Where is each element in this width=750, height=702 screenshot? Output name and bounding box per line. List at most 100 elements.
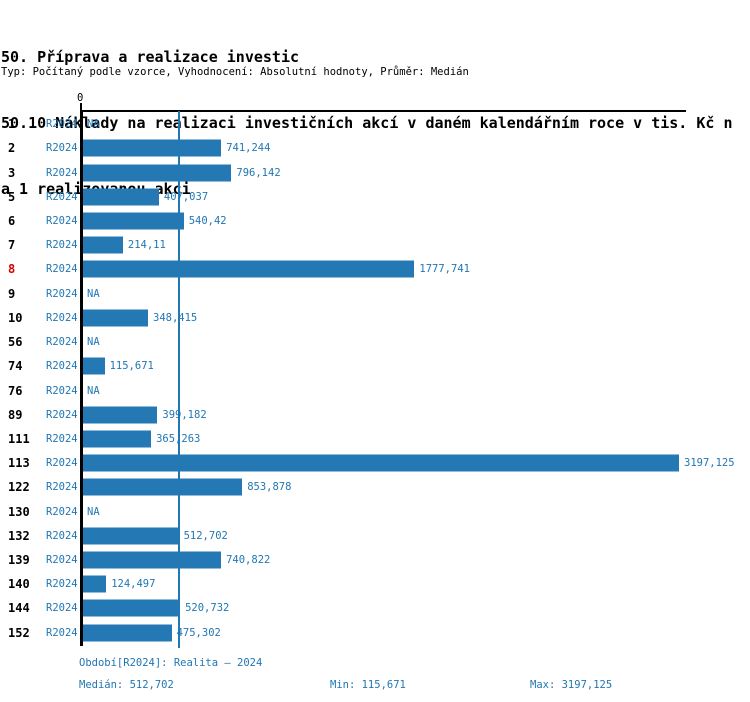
row-value-label: 475,302: [176, 626, 221, 639]
footer-period-label: Období[R2024]: Realita – 2024: [79, 657, 263, 669]
row-id-label: 140: [8, 577, 30, 592]
row-period-label: R2024: [46, 239, 78, 252]
row-value-label: 520,732: [185, 602, 230, 615]
row-bar: [83, 212, 184, 230]
bar-chart: 0 1 R2024 NA 2 R2024 741,244 3 R2024 796,142 5 R20…: [0, 92, 750, 648]
chart-row: 10 R2024 348,415: [0, 306, 750, 330]
row-period-label: R2024: [46, 311, 78, 324]
row-bar: [83, 551, 222, 569]
row-bar: [83, 527, 179, 545]
chart-row: 3 R2024 796,142: [0, 160, 750, 184]
footer-max-stat: Max: 3197,125: [530, 679, 613, 691]
row-value-label: NA: [87, 287, 100, 300]
row-bar: [83, 188, 159, 206]
page-title: 50. Příprava a realizace investic 50.10 …: [1, 2, 733, 222]
row-id-label: 139: [8, 553, 30, 568]
row-id-label: 9: [8, 286, 16, 301]
row-id-label: 132: [8, 528, 30, 543]
row-id-label: 152: [8, 625, 30, 640]
chart-row: 5 R2024 407,037: [0, 185, 750, 209]
row-value-label: 796,142: [236, 166, 281, 179]
row-period-label: R2024: [46, 214, 78, 227]
row-bar: [83, 309, 148, 327]
row-value-label: NA: [87, 384, 100, 397]
row-period-label: R2024: [46, 529, 78, 542]
chart-rows: 1 R2024 NA 2 R2024 741,244 3 R2024 796,142 5 R2024…: [0, 112, 750, 645]
row-value-label: 115,671: [109, 360, 154, 373]
row-bar: [83, 357, 105, 375]
row-period-label: R2024: [46, 457, 78, 470]
row-value-label: 399,182: [162, 408, 207, 421]
chart-row: 140 R2024 124,497: [0, 572, 750, 596]
row-value-label: NA: [87, 336, 100, 349]
chart-row: 122 R2024 853,878: [0, 475, 750, 499]
row-bar: [83, 139, 222, 157]
row-id-label: 76: [8, 383, 23, 398]
row-period-label: R2024: [46, 287, 78, 300]
row-id-label: 10: [8, 310, 23, 325]
row-period-label: R2024: [46, 336, 78, 349]
row-id-label: 5: [8, 189, 16, 204]
chart-subtitle: Typ: Počítaný podle vzorce, Vyhodnocení:…: [1, 66, 469, 78]
chart-row: 144 R2024 520,732: [0, 596, 750, 620]
chart-row: 56 R2024 NA: [0, 330, 750, 354]
row-id-label: 3: [8, 165, 16, 180]
chart-row: 139 R2024 740,822: [0, 548, 750, 572]
chart-row: 74 R2024 115,671: [0, 354, 750, 378]
row-id-label: 144: [8, 601, 30, 616]
chart-row: 130 R2024 NA: [0, 500, 750, 524]
row-bar: [83, 599, 181, 617]
row-id-label: 7: [8, 238, 16, 253]
row-value-label: 1777,741: [419, 263, 470, 276]
row-id-label: 113: [8, 456, 30, 471]
row-value-label: 540,42: [188, 214, 227, 227]
row-id-label: 1: [8, 117, 16, 132]
row-period-label: R2024: [46, 602, 78, 615]
row-value-label: 512,702: [183, 529, 228, 542]
row-period-label: R2024: [46, 554, 78, 567]
chart-row: 76 R2024 NA: [0, 378, 750, 402]
row-id-label: 122: [8, 480, 30, 495]
row-period-label: R2024: [46, 626, 78, 639]
footer-median-stat: Medián: 512,702: [79, 679, 174, 691]
x-axis-zero-label: 0: [77, 92, 84, 104]
row-id-label: 74: [8, 359, 23, 374]
row-bar: [83, 260, 415, 278]
row-value-label: 741,244: [226, 142, 271, 155]
chart-row: 89 R2024 399,182: [0, 403, 750, 427]
chart-row: 113 R2024 3197,125: [0, 451, 750, 475]
chart-row: 2 R2024 741,244: [0, 136, 750, 160]
x-axis-line: [80, 110, 686, 112]
row-value-label: 407,037: [163, 190, 209, 203]
row-period-label: R2024: [46, 118, 78, 131]
row-bar: [83, 575, 107, 593]
chart-row: 6 R2024 540,42: [0, 209, 750, 233]
row-bar: [83, 430, 152, 448]
x-axis-tick: [80, 103, 82, 110]
row-bar: [83, 454, 679, 472]
row-bar: [83, 164, 232, 182]
row-value-label: 365,263: [156, 432, 201, 445]
row-id-label: 56: [8, 335, 23, 350]
chart-row: 8 R2024 1777,741: [0, 257, 750, 281]
row-bar: [83, 478, 243, 496]
median-line: [177, 111, 180, 648]
row-value-label: 853,878: [247, 481, 292, 494]
row-id-label: 130: [8, 504, 30, 519]
row-id-label: 2: [8, 141, 16, 156]
row-period-label: R2024: [46, 432, 78, 445]
row-id-label: 89: [8, 407, 23, 422]
row-period-label: R2024: [46, 384, 78, 397]
chart-row: 9 R2024 NA: [0, 282, 750, 306]
row-bar: [83, 406, 158, 424]
row-value-label: 124,497: [111, 578, 156, 591]
row-period-label: R2024: [46, 578, 78, 591]
chart-row: 7 R2024 214,11: [0, 233, 750, 257]
row-id-label: 8: [8, 262, 16, 277]
footer-min-stat: Min: 115,671: [330, 679, 406, 691]
y-axis-line: [80, 110, 83, 646]
row-value-label: NA: [87, 505, 100, 518]
page-title-line1: 50. Příprava a realizace investic: [1, 48, 300, 66]
row-id-label: 111: [8, 431, 30, 446]
row-period-label: R2024: [46, 505, 78, 518]
